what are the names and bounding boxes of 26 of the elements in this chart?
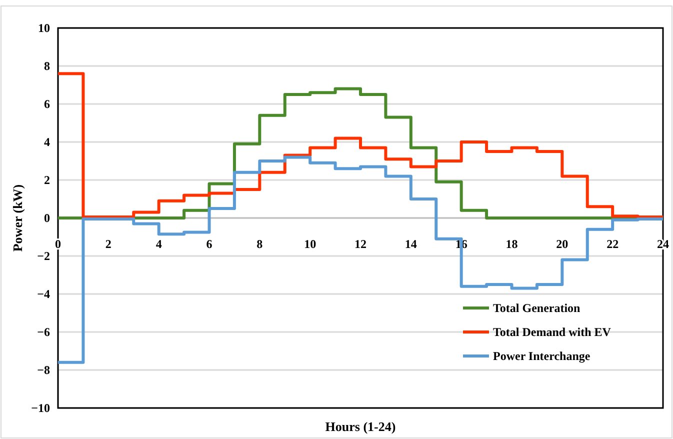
y-tick-label: 4: [44, 135, 50, 150]
y-tick-label: −10: [31, 401, 50, 416]
x-tick-label: 4: [156, 237, 162, 252]
y-tick-label: 10: [38, 21, 50, 36]
y-tick-label: −8: [37, 363, 50, 378]
legend-label: Total Demand with EV: [493, 325, 612, 340]
x-tick-label: 6: [206, 237, 212, 252]
y-tick-label: 8: [44, 59, 50, 74]
y-tick-label: 6: [44, 97, 50, 112]
y-tick-label: −2: [37, 249, 50, 264]
x-tick-label: 10: [304, 237, 316, 252]
legend-label: Total Generation: [493, 301, 581, 316]
x-tick-label: 22: [606, 237, 619, 252]
x-tick-label: 8: [256, 237, 263, 252]
x-tick-label: 12: [354, 237, 366, 252]
x-tick-label: 2: [105, 237, 112, 252]
y-tick-label: −6: [37, 325, 50, 340]
y-axis-title: Power (kW): [10, 184, 25, 252]
y-tick-label: 2: [44, 173, 50, 188]
y-tick-label: −4: [37, 287, 50, 302]
x-tick-label: 18: [506, 237, 518, 252]
x-axis-title: Hours (1-24): [325, 419, 396, 434]
legend-label: Power Interchange: [493, 349, 591, 364]
y-tick-label: 0: [44, 211, 50, 226]
x-tick-label: 14: [404, 237, 417, 252]
x-tick-label: 20: [556, 237, 568, 252]
